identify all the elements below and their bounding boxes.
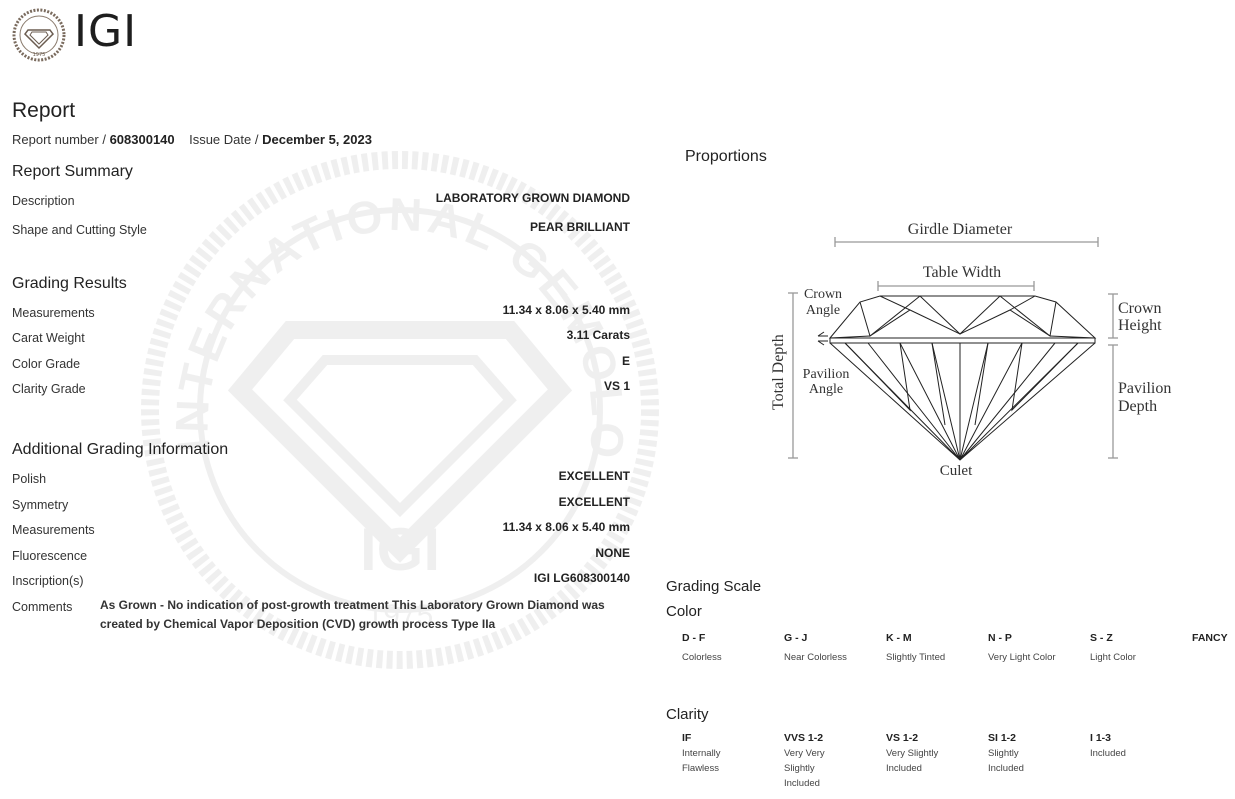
total-depth-label: Total Depth (770, 334, 787, 410)
clarity-scale-title: Clarity (666, 706, 709, 723)
diamond-drawing (817, 295, 1097, 461)
igi-logo: IGI (74, 6, 138, 57)
pavilion-depth-label-1: Pavilion (1118, 380, 1171, 397)
seal-year: 1975 (33, 52, 46, 58)
issue-date: December 5, 2023 (262, 132, 372, 147)
clarity-desc: Slightly Included (988, 746, 1024, 776)
report-title: Report (12, 99, 76, 122)
clarity-code: VS 1-2 (886, 732, 919, 744)
row-label: Symmetry (12, 498, 69, 512)
color-desc: Slightly Tinted (886, 652, 946, 663)
girdle-diameter-label: Girdle Diameter (908, 221, 1013, 238)
color-desc: Colorless (682, 652, 722, 663)
color-desc: Very Light Color (988, 652, 1056, 663)
color-code: FANCY (1192, 632, 1228, 644)
row-label: Carat Weight (12, 331, 85, 345)
clarity-desc: Internally Flawless (682, 746, 721, 776)
table-width-label: Table Width (923, 264, 1001, 281)
clarity-desc-line: Slightly (988, 748, 1019, 759)
comments-label: Comments (12, 600, 73, 614)
row-value: NONE (595, 546, 630, 560)
clarity-desc: Very Very Slightly Included (784, 746, 825, 791)
color-code: N - P (988, 632, 1012, 644)
clarity-code: I 1-3 (1090, 732, 1112, 744)
row-value: 3.11 Carats (566, 328, 630, 342)
issue-date-label: Issue Date / (189, 132, 259, 147)
row-label: Measurements (12, 306, 95, 320)
row-label: Inscription(s) (12, 574, 84, 588)
clarity-desc: Very Slightly Included (886, 746, 938, 776)
row-value: 11.34 x 8.06 x 5.40 mm (502, 303, 630, 317)
row-value: EXCELLENT (558, 469, 630, 483)
report-number: 608300140 (109, 132, 175, 147)
row-label: Measurements (12, 523, 95, 537)
color-scale-title: Color (666, 603, 702, 620)
clarity-desc-line: Very Slightly (886, 748, 939, 759)
clarity-desc-line: Included (988, 763, 1024, 774)
row-label: Clarity Grade (12, 382, 86, 396)
clarity-desc-line: Flawless (682, 763, 719, 774)
row-value: VS 1 (603, 379, 630, 393)
proportions-title: Proportions (685, 148, 767, 165)
row-label: Description (12, 194, 75, 208)
pavilion-angle-label-2: Angle (809, 382, 843, 397)
row-label: Polish (12, 472, 47, 486)
report-number-label: Report number / (12, 132, 106, 147)
row-value: 11.34 x 8.06 x 5.40 mm (502, 520, 630, 534)
crown-angle-label-1: Crown (804, 287, 842, 302)
color-code: S - Z (1090, 632, 1113, 644)
watermark-year: 1975 (367, 599, 434, 632)
culet-label: Culet (940, 463, 973, 479)
crown-angle-label-2: Angle (806, 303, 840, 318)
pavilion-depth-label-2: Depth (1118, 398, 1157, 415)
clarity-code: IF (682, 732, 692, 744)
watermark-seal: INTERNATIONAL GEMOLOGICAL INSTITUTE IGI … (140, 150, 659, 669)
color-code: K - M (886, 632, 912, 644)
clarity-desc-line: Included (784, 778, 820, 789)
watermark-mark: IGI (360, 516, 440, 583)
comments-value: As Grown - No indication of post-growth … (100, 598, 605, 631)
color-code: G - J (784, 632, 808, 644)
clarity-desc-line: Included (1090, 748, 1126, 759)
proportions-diagram: Girdle Diameter Table Width Crown Angle … (770, 221, 1171, 479)
row-label: Shape and Cutting Style (12, 223, 147, 237)
clarity-code: VVS 1-2 (784, 732, 824, 744)
clarity-desc-line: Included (886, 763, 922, 774)
row-value: PEAR BRILLIANT (530, 220, 630, 234)
row-label: Fluorescence (12, 549, 88, 563)
row-value: E (621, 354, 630, 368)
report-meta: Report number / 608300140 Issue Date / D… (12, 132, 372, 147)
row-value: LABORATORY GROWN DIAMOND (435, 191, 630, 205)
grading-title: Grading Results (12, 275, 127, 292)
clarity-code: SI 1-2 (988, 732, 1017, 744)
row-value: IGI LG608300140 (533, 571, 630, 585)
pavilion-angle-label-1: Pavilion (803, 367, 850, 382)
crown-height-label-1: Crown (1118, 300, 1162, 317)
color-desc: Light Color (1090, 652, 1136, 663)
row-label: Color Grade (12, 357, 81, 371)
row-value: EXCELLENT (558, 495, 630, 509)
clarity-desc-line: Very Very (784, 748, 825, 759)
additional-title: Additional Grading Information (12, 441, 229, 458)
clarity-desc-line: Internally (682, 748, 721, 759)
color-code: D - F (682, 632, 706, 644)
summary-title: Report Summary (12, 163, 133, 180)
color-desc: Near Colorless (784, 652, 847, 663)
grading-scale-title: Grading Scale (666, 578, 762, 595)
igi-seal-icon: 1975 (12, 8, 66, 62)
crown-height-label-2: Height (1118, 317, 1162, 334)
clarity-desc: Included (1090, 746, 1126, 761)
clarity-desc-line: Slightly (784, 763, 815, 774)
